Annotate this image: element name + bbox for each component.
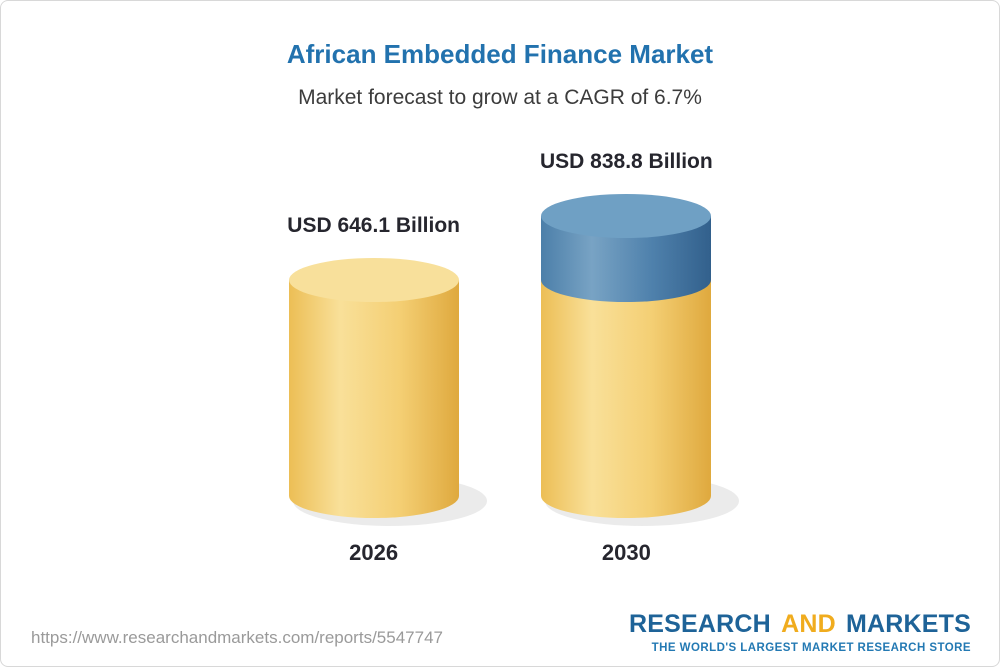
value-label-2030: USD 838.8 Billion	[540, 150, 713, 173]
brand-word-research: RESEARCH	[629, 610, 771, 638]
page-title: African Embedded Finance Market	[286, 39, 714, 69]
brand-word-markets: MARKETS	[845, 610, 971, 638]
value-label-2026: USD 646.1 Billion	[287, 214, 460, 237]
category-label-2030: 2030	[601, 540, 651, 565]
cylinder-bar-2030	[541, 194, 740, 526]
brand-tagline: THE WORLD'S LARGEST MARKET RESEARCH STOR…	[651, 642, 971, 654]
brand-logo: RESEARCH AND MARKETS THE WORLD'S LARGEST…	[629, 610, 971, 654]
bar-chart: USD 646.1 Billion 2026 USD 838.8 Billion…	[1, 150, 999, 566]
brand-word-and: AND	[781, 610, 836, 638]
category-label-2026: 2026	[349, 540, 399, 565]
cylinder-bar-2026	[288, 258, 487, 526]
bar-group-2026: USD 646.1 Billion 2026	[287, 214, 487, 566]
chart-header: African Embedded Finance Market Market f…	[1, 1, 999, 110]
brand-wordmark: RESEARCH AND MARKETS	[629, 610, 971, 639]
source-url: https://www.researchandmarkets.com/repor…	[31, 628, 443, 647]
bar-group-2030: USD 838.8 Billion 2030	[540, 150, 740, 566]
page-subtitle: Market forecast to grow at a CAGR of 6.7…	[298, 86, 702, 109]
